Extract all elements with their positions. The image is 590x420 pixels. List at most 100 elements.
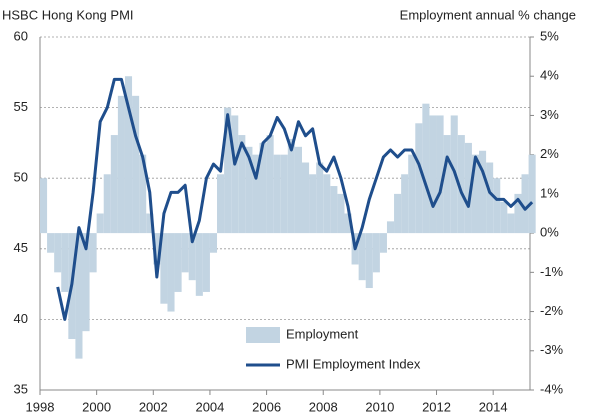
x-tick-label: 2004 <box>195 399 224 414</box>
bar <box>202 233 210 292</box>
bar <box>75 233 83 359</box>
x-tick-label: 2000 <box>82 399 111 414</box>
y2-tick-label: -4% <box>540 381 564 396</box>
bar <box>507 213 515 234</box>
bar <box>139 154 147 234</box>
bar <box>160 233 168 304</box>
bar <box>146 213 154 234</box>
y-tick-label: 50 <box>14 170 28 185</box>
bar <box>344 213 352 234</box>
bar <box>429 115 437 234</box>
bar <box>443 135 451 234</box>
y2-tick-label: 0% <box>540 225 559 240</box>
bar <box>110 135 118 234</box>
x-tick-label: 2014 <box>479 399 508 414</box>
bar <box>408 154 416 234</box>
bar <box>181 233 189 273</box>
bar <box>486 162 494 234</box>
bar <box>372 233 380 273</box>
bar <box>54 233 62 273</box>
bar <box>209 233 218 253</box>
bar <box>47 233 55 253</box>
bar <box>301 162 310 234</box>
bar <box>217 174 225 234</box>
line <box>56 77 534 321</box>
bar <box>436 115 444 234</box>
y-tick-label: 60 <box>14 28 28 43</box>
bar <box>61 233 69 292</box>
bar <box>266 135 274 234</box>
y2-tick-label: 1% <box>540 185 559 200</box>
bar <box>82 233 90 332</box>
legend-label: Employment <box>286 326 359 341</box>
y-tick-label: 40 <box>14 311 28 326</box>
bar <box>124 76 133 234</box>
bar <box>471 154 480 234</box>
bar <box>259 142 267 234</box>
bar <box>479 150 487 234</box>
bar <box>457 135 465 234</box>
y2-tick-label: 2% <box>540 146 559 161</box>
bar <box>401 174 409 234</box>
x-tick-label: 2012 <box>422 399 451 414</box>
x-tick-label: 2006 <box>252 399 281 414</box>
bar <box>238 135 246 234</box>
legend-swatch <box>246 327 280 343</box>
bar <box>252 154 260 234</box>
bar <box>309 174 317 234</box>
bar <box>287 138 295 234</box>
y-tick-label: 45 <box>14 240 28 255</box>
bar <box>273 154 281 234</box>
y2-tick-label: 3% <box>540 107 559 122</box>
bar <box>96 213 104 234</box>
bar <box>132 95 140 234</box>
y-tick-label: 55 <box>14 99 28 114</box>
bar <box>386 221 395 234</box>
bar <box>464 142 472 234</box>
y-tick-label: 35 <box>14 381 28 396</box>
bar <box>323 174 331 234</box>
x-tick-label: 2002 <box>139 399 168 414</box>
bar <box>153 233 161 265</box>
y2-tick-label: 5% <box>540 28 559 43</box>
y2-tick-label: -2% <box>540 303 564 318</box>
bar <box>330 186 338 234</box>
bar <box>358 233 366 281</box>
x-tick-label: 1998 <box>26 399 55 414</box>
y2-axis-title: Employment annual % change <box>400 7 576 22</box>
y2-tick-label: -1% <box>540 264 564 279</box>
bar <box>280 154 288 234</box>
bar <box>521 174 529 234</box>
x-tick-label: 2008 <box>309 399 338 414</box>
bar <box>174 233 182 292</box>
bar <box>89 233 97 273</box>
bar <box>337 193 345 234</box>
bar <box>103 174 111 234</box>
bar <box>224 107 232 234</box>
bar <box>40 178 48 234</box>
bar <box>245 146 253 234</box>
x-tick-label: 2010 <box>365 399 394 414</box>
bar <box>528 154 536 234</box>
bar <box>195 233 203 296</box>
bar <box>231 115 239 234</box>
bar <box>365 233 373 289</box>
bar <box>415 123 423 234</box>
chart-title: HSBC Hong Kong PMI <box>2 7 134 22</box>
bar <box>316 162 324 234</box>
bar <box>188 233 196 281</box>
y2-tick-label: -3% <box>540 342 564 357</box>
bar <box>379 233 387 253</box>
bar <box>422 103 430 234</box>
legend-label: PMI Employment Index <box>286 356 421 371</box>
bar <box>493 178 501 234</box>
bar <box>500 201 508 234</box>
bar <box>394 193 402 234</box>
bar <box>514 193 522 234</box>
bar <box>167 233 175 312</box>
y2-tick-label: 4% <box>540 68 559 83</box>
bar <box>117 95 125 234</box>
bar <box>294 146 302 234</box>
